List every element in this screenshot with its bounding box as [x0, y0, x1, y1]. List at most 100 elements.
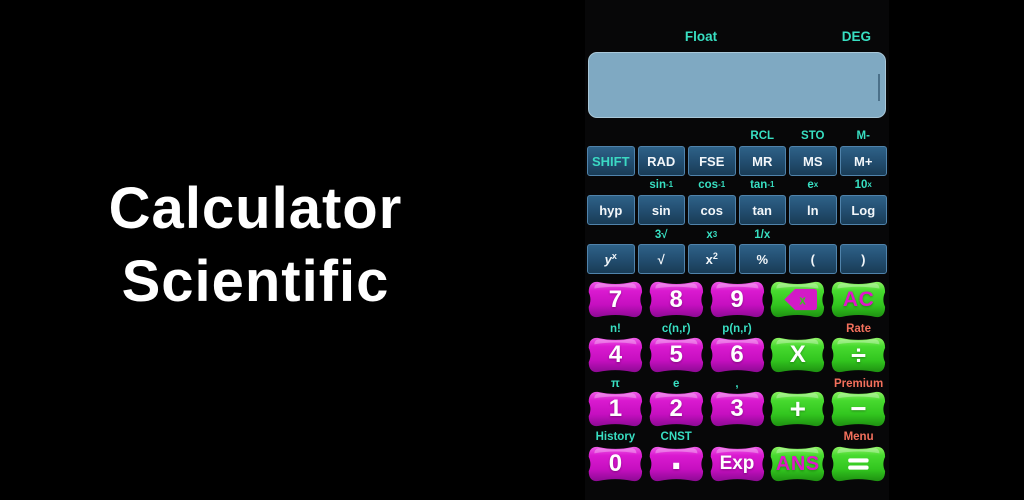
shift-key[interactable]: SHIFT	[587, 146, 635, 176]
key-8[interactable]: 8	[648, 280, 705, 319]
hint-rcl: RCL	[750, 129, 775, 142]
hint-premium: Premium	[833, 377, 884, 390]
mplus-key[interactable]: M+	[839, 146, 887, 176]
ans-key[interactable]: ANS	[769, 445, 826, 483]
bone-shape	[588, 446, 643, 482]
exp-key[interactable]: Exp	[709, 445, 766, 483]
hint-10powx: 10 x	[854, 178, 872, 191]
bone-shape	[771, 391, 825, 427]
key-4[interactable]: 4	[587, 336, 644, 374]
key-0[interactable]: 0	[587, 445, 644, 483]
numpad-row-1: 7 8 9 x AC	[587, 280, 887, 319]
key-9[interactable]: 9	[709, 280, 766, 319]
mr-key[interactable]: MR	[738, 146, 786, 176]
percent-key[interactable]: %	[738, 244, 786, 274]
numpad-row-3: 1 2 3 + −	[587, 390, 887, 428]
bone-shape	[710, 281, 764, 318]
hint-mminus: M-	[856, 129, 870, 142]
cos-key[interactable]: cos	[688, 195, 736, 225]
status-bar: Float DEG	[587, 29, 887, 46]
hint-arccos: cos -1	[698, 178, 726, 191]
hint-pi: π	[610, 377, 620, 390]
hint-arcsin: sin -1	[649, 178, 674, 191]
bone-shape	[588, 281, 643, 318]
hint-arctan: tan -1	[750, 178, 775, 191]
numpad-hint-row-2: π e , Premium	[587, 377, 887, 390]
hint-e: e	[672, 377, 680, 390]
tan-key[interactable]: tan	[738, 195, 786, 225]
bone-shape	[710, 391, 764, 427]
hint-combinations: c(n,r)	[661, 322, 691, 335]
hint-menu: Menu	[843, 431, 874, 443]
ln-key[interactable]: ln	[789, 195, 837, 225]
key-2[interactable]: 2	[648, 390, 705, 428]
hint-history: History	[595, 431, 636, 443]
plus-key[interactable]: +	[769, 390, 826, 428]
svg-text:x: x	[800, 293, 807, 307]
angle-mode-label: DEG	[841, 29, 871, 44]
bone-shape	[831, 281, 886, 318]
sci-key-row-1: SHIFT RAD FSE MR MS M+	[587, 146, 887, 176]
hyp-key[interactable]: hyp	[587, 195, 635, 225]
bone-shape	[649, 446, 703, 482]
rad-key[interactable]: RAD	[637, 146, 685, 176]
hint-cuberoot: 3√	[654, 228, 668, 241]
equals-key[interactable]	[830, 445, 887, 483]
key-5[interactable]: 5	[648, 336, 705, 374]
log-key[interactable]: Log	[839, 195, 887, 225]
ac-key[interactable]: AC	[830, 280, 887, 319]
key-1[interactable]: 1	[587, 390, 644, 428]
bone-shape	[831, 337, 886, 373]
key-3[interactable]: 3	[709, 390, 766, 428]
numpad-row-4: 0 . Exp ANS	[587, 434, 887, 483]
sci-key-row-2: hyp sin cos tan ln Log	[587, 195, 887, 225]
bone-shape	[771, 337, 825, 373]
equals-icon	[831, 446, 886, 482]
calculator-app: Float DEG RCL STO M- SHIFT RAD FSE MR MS…	[585, 0, 889, 500]
bone-shape	[710, 446, 764, 482]
bone-shape	[831, 391, 886, 427]
format-mode-label: Float	[684, 29, 718, 44]
numpad-row-2: 4 5 6 X ÷	[587, 336, 887, 374]
minus-key[interactable]: −	[830, 390, 887, 428]
backspace-icon: x	[771, 281, 825, 318]
decimal-key[interactable]: .	[648, 434, 705, 483]
divide-key[interactable]: ÷	[830, 336, 887, 374]
multiply-key[interactable]: X	[769, 336, 826, 374]
numpad-hint-row-3: History CNST Menu	[587, 430, 887, 444]
fse-key[interactable]: FSE	[688, 146, 736, 176]
bone-shape	[649, 337, 703, 373]
hint-permutations: p(n,r)	[722, 322, 752, 335]
text-cursor-icon	[878, 74, 880, 101]
app-title: Calculator Scientific	[28, 172, 483, 318]
hint-reciprocal: 1/x	[754, 228, 771, 241]
bone-shape	[588, 337, 643, 373]
bone-shape	[588, 391, 643, 427]
paren-open-key[interactable]: (	[789, 244, 837, 274]
sqrt-key[interactable]: √	[637, 244, 685, 274]
backspace-key[interactable]: x	[769, 280, 826, 319]
ms-key[interactable]: MS	[789, 146, 837, 176]
key-7[interactable]: 7	[587, 280, 644, 319]
memory-hint-row: RCL STO M-	[587, 128, 887, 143]
hint-sto: STO	[801, 129, 825, 142]
hint-rate: Rate	[846, 322, 872, 335]
hint-cnst: CNST	[660, 431, 692, 443]
numpad-hint-row-1: n! c(n,r) p(n,r) Rate	[587, 322, 887, 335]
bone-shape	[710, 337, 764, 373]
paren-close-key[interactable]: )	[839, 244, 887, 274]
hint-comma: ,	[735, 377, 739, 390]
bone-shape	[771, 446, 825, 482]
key-6[interactable]: 6	[709, 336, 766, 374]
app-title-line1: Calculator	[108, 176, 403, 241]
sin-key[interactable]: sin	[637, 195, 685, 225]
calculator-display[interactable]	[588, 52, 886, 118]
hint-factorial: n!	[609, 322, 621, 335]
